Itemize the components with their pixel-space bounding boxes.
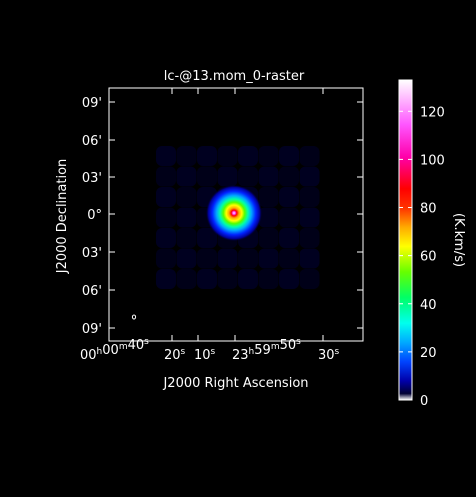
y-tick-label: 03' [82,246,102,261]
background-tile [176,166,197,187]
background-tile [299,248,320,269]
background-tile [238,269,258,289]
background-tile [197,146,217,166]
colorbar-tick-label: 120 [420,105,445,120]
y-tick-label: 09' [82,322,102,337]
x-axis-label: J2000 Right Ascension [162,376,308,391]
background-tile [279,207,299,228]
background-tile [299,228,320,248]
background-tile [299,146,320,166]
x-tick-label: 20s [164,347,186,363]
background-tile [176,248,197,269]
background-tile [217,269,238,289]
background-tile [176,207,197,228]
background-tile [197,166,217,187]
background-tile [217,166,238,187]
colorbar-tick-label: 80 [420,202,437,217]
map-background-tiles [156,146,320,289]
background-tile [217,146,238,166]
y-tick-label: 09' [82,96,102,111]
background-tile [217,248,238,269]
background-tile [238,166,258,187]
background-tile [279,248,299,269]
colorbar-tick-label: 60 [420,250,437,265]
background-tile [238,146,258,166]
background-tile [279,228,299,248]
x-tick-label: 10s [194,347,216,363]
colorbar-ticks: 0 20 40 60 80 100 120 [399,105,445,409]
background-tile [258,146,279,166]
background-tile [258,269,279,289]
background-tile [176,228,197,248]
background-tile [197,248,217,269]
y-tick-label: 03' [82,171,102,186]
colorbar [398,79,413,401]
y-axis-label: J2000 Declination [55,159,70,275]
colorbar-tick-label: 0 [420,394,428,409]
background-tile [258,248,279,269]
background-tile [156,146,176,166]
background-tile [176,269,197,289]
x-tick-label: 30s [318,347,340,363]
source-emission-peak [206,185,262,241]
x-tick-label: 00h00m40s [80,337,149,363]
colorbar-label: (K.km/s) [451,213,466,267]
background-tile [258,187,279,207]
background-tile [197,269,217,289]
colorbar-tick-label: 20 [420,346,437,361]
background-tile [279,166,299,187]
background-tile [156,207,176,228]
y-tick-label: 06' [82,284,102,299]
y-tick-label: 0° [87,208,102,223]
x-axis-ticks: 00h00m40s 20s 10s 23h59m50s 30s [80,88,340,363]
beam-marker [131,314,137,320]
background-tile [299,166,320,187]
background-tile [279,269,299,289]
background-tile [238,248,258,269]
colorbar-tick-label: 40 [420,298,437,313]
y-tick-label: 06' [82,134,102,149]
background-tile [258,166,279,187]
background-tile [299,187,320,207]
background-tile [279,146,299,166]
background-tile [156,187,176,207]
background-tile [156,166,176,187]
background-tile [156,248,176,269]
background-tile [279,187,299,207]
y-axis-ticks: 09' 06' 03' 0° 03' 06' 09' [82,96,363,337]
background-tile [258,207,279,228]
chart-title: lc-@13.mom_0-raster [164,69,305,84]
background-tile [176,187,197,207]
x-tick-label: 23h59m50s [232,337,301,363]
colorbar-tick-label: 100 [420,153,445,168]
background-tile [258,228,279,248]
background-tile [176,146,197,166]
background-tile [156,269,176,289]
background-tile [197,228,217,248]
background-tile [299,207,320,228]
background-tile [299,269,320,289]
background-tile [156,228,176,248]
